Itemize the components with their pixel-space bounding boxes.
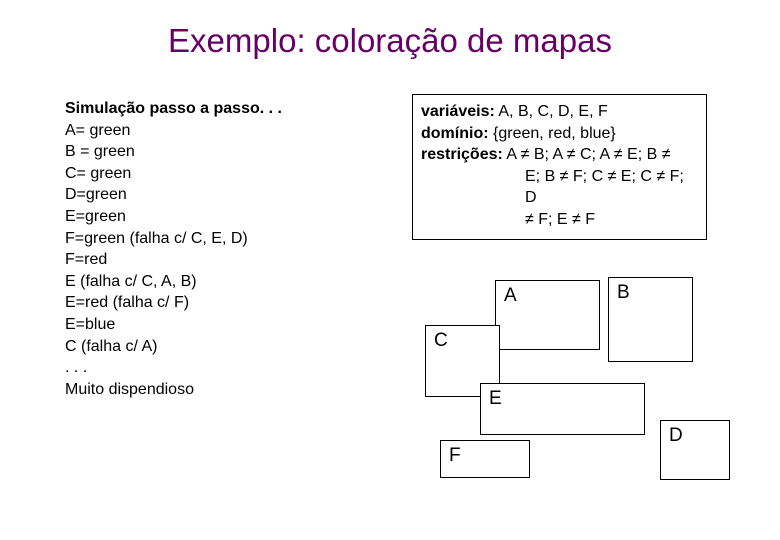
sim-line: F=red <box>65 249 385 271</box>
sim-line: F=green (falha c/ C, E, D) <box>65 228 385 250</box>
sim-line: E=blue <box>65 314 385 336</box>
sim-line: E (falha c/ C, A, B) <box>65 271 385 293</box>
sim-line: D=green <box>65 184 385 206</box>
restrictions-line-3: ≠ F; E ≠ F <box>421 209 698 231</box>
variables-line: variáveis: A, B, C, D, E, F <box>421 101 698 123</box>
sim-line: A= green <box>65 120 385 142</box>
page-title: Exemplo: coloração de mapas <box>0 22 780 60</box>
simulation-header: Simulação passo a passo. . . <box>65 98 385 120</box>
sim-line: B = green <box>65 141 385 163</box>
sim-line: C (falha c/ A) <box>65 336 385 358</box>
sim-line: E=green <box>65 206 385 228</box>
restrictions-line-2: E; B ≠ F; C ≠ E; C ≠ F; D <box>421 166 698 209</box>
region-d: D <box>660 420 730 480</box>
region-f: F <box>440 440 530 478</box>
sim-line: E=red (falha c/ F) <box>65 292 385 314</box>
domain-line: domínio: {green, red, blue} <box>421 123 698 145</box>
sim-line: . . . <box>65 357 385 379</box>
map-diagram: A B C E F D <box>405 265 745 505</box>
restrictions-line-1: restrições: A ≠ B; A ≠ C; A ≠ E; B ≠ <box>421 144 698 166</box>
sim-line: Muito dispendioso <box>65 379 385 401</box>
region-a: A <box>495 280 600 350</box>
region-e: E <box>480 383 645 435</box>
region-b: B <box>608 277 693 362</box>
constraint-box: variáveis: A, B, C, D, E, F domínio: {gr… <box>412 94 707 240</box>
sim-line: C= green <box>65 163 385 185</box>
simulation-block: Simulação passo a passo. . . A= green B … <box>65 98 385 400</box>
